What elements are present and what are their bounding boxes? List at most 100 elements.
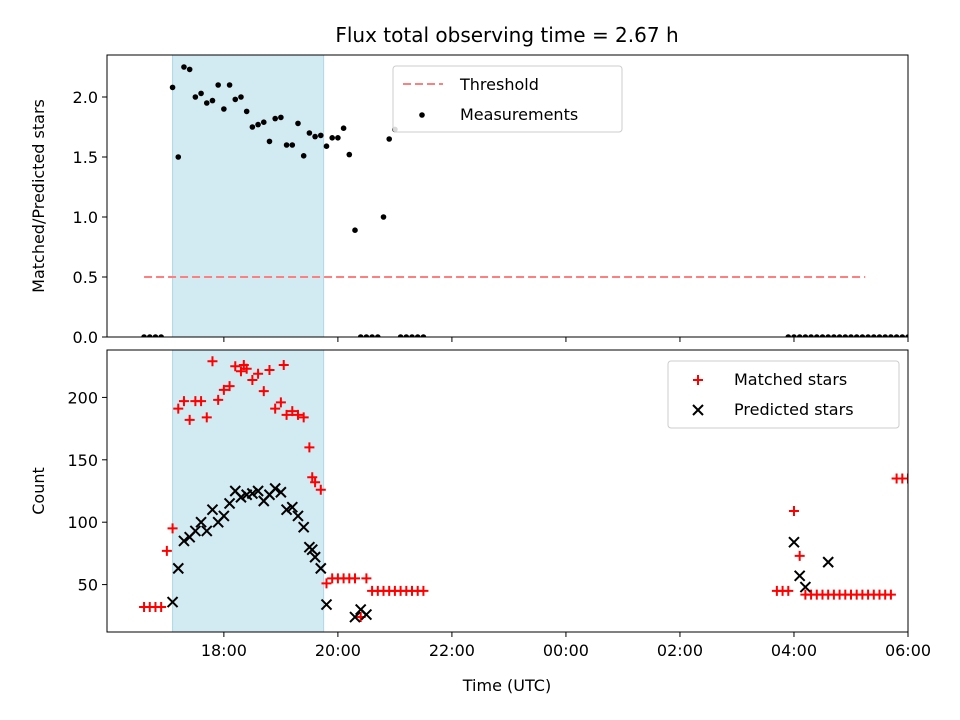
measurement-point [340, 125, 347, 131]
matched-star-point [361, 573, 372, 584]
measurement-point [255, 121, 261, 128]
x-tick-label: 22:00 [429, 641, 475, 660]
matched-star-point [230, 361, 241, 372]
matched-star-point [253, 368, 264, 379]
axes-frame [106, 54, 909, 338]
measurement-point [934, 334, 940, 340]
predicted-star-point [297, 521, 310, 533]
legend-measurements-label: Measurements [460, 105, 578, 124]
measurement-point [209, 97, 216, 104]
matched-star-point [218, 384, 229, 395]
predicted-star-point [822, 556, 834, 568]
measurement-point [329, 135, 335, 141]
measurement-point [848, 334, 854, 337]
y-tick-label: 1.5 [73, 148, 98, 167]
predicted-star-point [252, 485, 264, 497]
y-tick-label: 200 [67, 388, 98, 407]
matched-star-point [788, 505, 799, 516]
matched-star-point [167, 523, 178, 534]
measurement-point [363, 334, 370, 337]
matched-star-point [885, 589, 896, 600]
matched-star-point [178, 396, 189, 407]
matched-star-point [310, 477, 321, 488]
measurement-point [928, 334, 934, 340]
legend-box [392, 65, 623, 133]
matched-star-point [275, 397, 286, 408]
predicted-star-point [793, 570, 806, 582]
measurement-point [917, 334, 923, 340]
measurement-point [859, 334, 866, 337]
measurement-point [899, 334, 906, 337]
matched-star-point [794, 550, 805, 561]
matched-star-point [783, 585, 794, 596]
y-axis-label: Count [29, 467, 48, 515]
matched-star-point [315, 484, 326, 495]
predicted-star-point [166, 596, 179, 608]
measurement-point [836, 334, 843, 337]
predicted-star-point [195, 516, 207, 528]
measurement-point [221, 106, 227, 112]
legend-matched-swatch [693, 375, 703, 385]
measurement-point [893, 334, 900, 337]
measurement-point [825, 334, 831, 337]
measurement-point [272, 115, 278, 122]
matched-star-point [156, 602, 167, 613]
predicted-star-point [223, 497, 236, 510]
measurement-point [266, 138, 273, 145]
y-tick-label: 0.5 [73, 268, 98, 287]
measurement-point [905, 334, 908, 337]
predicted-star-point [360, 608, 373, 621]
y-tick-label: 0.0 [73, 328, 98, 347]
measurement-point [813, 334, 820, 337]
measurement-point [352, 227, 358, 233]
matched-star-point [207, 356, 218, 367]
measurement-point [232, 96, 239, 103]
y-tick-label: 50 [78, 576, 98, 595]
predicted-star-point [309, 551, 321, 563]
measurement-point [819, 334, 826, 337]
measurement-point [198, 90, 204, 97]
matched-star-point [224, 381, 235, 392]
predicted-star-point [320, 598, 333, 611]
axes-frame [106, 349, 909, 633]
x-axis-label: Time (UTC) [462, 676, 551, 695]
measurement-point [289, 142, 296, 148]
measurement-point [335, 135, 341, 141]
measurement-point [203, 100, 210, 106]
measurement-point [957, 334, 960, 340]
predicted-star-point [246, 487, 259, 500]
measurement-point [397, 334, 404, 337]
measurement-point [911, 334, 917, 340]
predicted-star-point [189, 525, 202, 537]
matched-star-point [298, 412, 309, 423]
y-tick-label: 150 [67, 451, 98, 470]
measurement-point [186, 66, 193, 73]
measurement-point [831, 334, 837, 337]
measurement-point [939, 334, 945, 340]
y-tick-label: 100 [67, 513, 98, 532]
x-tick-label: 00:00 [543, 641, 589, 660]
measurement-point [403, 334, 410, 337]
matched-star-point [903, 473, 908, 484]
measurement-point [375, 334, 381, 337]
x-tick-label: 18:00 [201, 641, 247, 660]
matched-star-point [258, 386, 269, 397]
measurement-point [323, 143, 330, 149]
predicted-star-point [235, 491, 247, 503]
y-tick-label: 1.0 [73, 208, 98, 227]
x-tick-label: 20:00 [315, 641, 361, 660]
matched-star-point [278, 359, 289, 370]
y-tick-label: 2.0 [73, 88, 98, 107]
predicted-star-point [292, 510, 304, 522]
measurement-point [386, 136, 393, 142]
measurement-point [152, 334, 159, 337]
matched-star-point [264, 364, 275, 375]
predicted-star-point [206, 504, 219, 516]
matched-star-point [418, 585, 429, 596]
measurement-point [802, 334, 809, 337]
x-tick-label: 02:00 [657, 641, 703, 660]
measurement-point [409, 334, 415, 337]
matched-star-point [241, 363, 252, 374]
measurement-point [951, 334, 957, 340]
